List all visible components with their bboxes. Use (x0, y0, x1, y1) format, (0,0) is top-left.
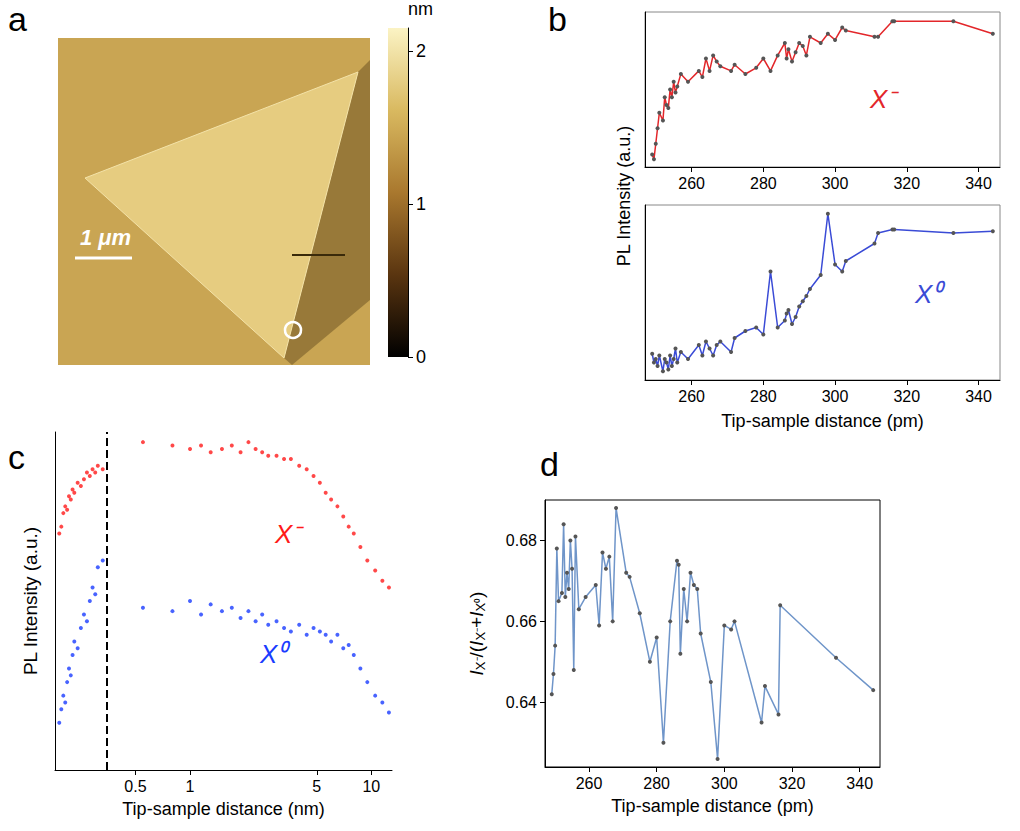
svg-text:Tip-sample distance (pm): Tip-sample distance (pm) (721, 411, 923, 431)
svg-text:X⁻: X⁻ (473, 657, 488, 670)
svg-text:): ) (466, 592, 487, 598)
svg-text:nm: nm (408, 0, 433, 19)
svg-text:a: a (8, 0, 27, 38)
svg-text:340: 340 (965, 175, 992, 192)
svg-text:280: 280 (643, 775, 670, 792)
svg-text:PL Intensity (a.u.): PL Intensity (a.u.) (614, 126, 634, 266)
svg-text:b: b (548, 0, 567, 38)
svg-text:I: I (465, 670, 487, 676)
svg-text:10: 10 (362, 778, 380, 795)
svg-text:280: 280 (750, 175, 777, 192)
svg-text:Tip-sample distance (pm): Tip-sample distance (pm) (611, 796, 813, 816)
svg-text:X⁻: X⁻ (473, 628, 488, 641)
svg-text:X⁰: X⁰ (914, 279, 946, 309)
svg-text:260: 260 (678, 388, 705, 405)
svg-text:I: I (465, 611, 487, 617)
svg-text:+: + (466, 617, 487, 628)
svg-text:280: 280 (750, 388, 777, 405)
svg-text:X⁰: X⁰ (259, 639, 291, 669)
svg-text:0.68: 0.68 (506, 532, 537, 549)
svg-text:260: 260 (576, 775, 603, 792)
svg-text:1: 1 (186, 778, 195, 795)
svg-text:0.64: 0.64 (506, 694, 537, 711)
svg-text:X⁻: X⁻ (274, 519, 304, 549)
svg-text:c: c (8, 438, 25, 476)
svg-text:X⁰: X⁰ (473, 598, 488, 612)
svg-text:300: 300 (822, 388, 849, 405)
svg-text:1: 1 (416, 194, 426, 214)
svg-text:X⁻: X⁻ (869, 84, 899, 114)
svg-text:340: 340 (965, 388, 992, 405)
svg-text:d: d (540, 445, 559, 483)
svg-text:320: 320 (779, 775, 806, 792)
svg-text:300: 300 (711, 775, 738, 792)
svg-text:300: 300 (822, 175, 849, 192)
svg-text:0.66: 0.66 (506, 613, 537, 630)
svg-text:0.5: 0.5 (124, 778, 146, 795)
svg-text:Tip-sample distance (nm): Tip-sample distance (nm) (122, 799, 324, 819)
svg-text:/(: /( (466, 645, 487, 657)
svg-text:340: 340 (846, 775, 873, 792)
svg-text:PL Intensity (a.u.): PL Intensity (a.u.) (20, 527, 41, 675)
svg-text:320: 320 (893, 388, 920, 405)
svg-text:I: I (465, 640, 487, 646)
svg-text:0: 0 (416, 347, 426, 367)
svg-text:260: 260 (678, 175, 705, 192)
svg-text:2: 2 (416, 41, 426, 61)
svg-text:1 μm: 1 μm (80, 225, 131, 250)
svg-text:5: 5 (312, 778, 321, 795)
svg-text:320: 320 (893, 175, 920, 192)
